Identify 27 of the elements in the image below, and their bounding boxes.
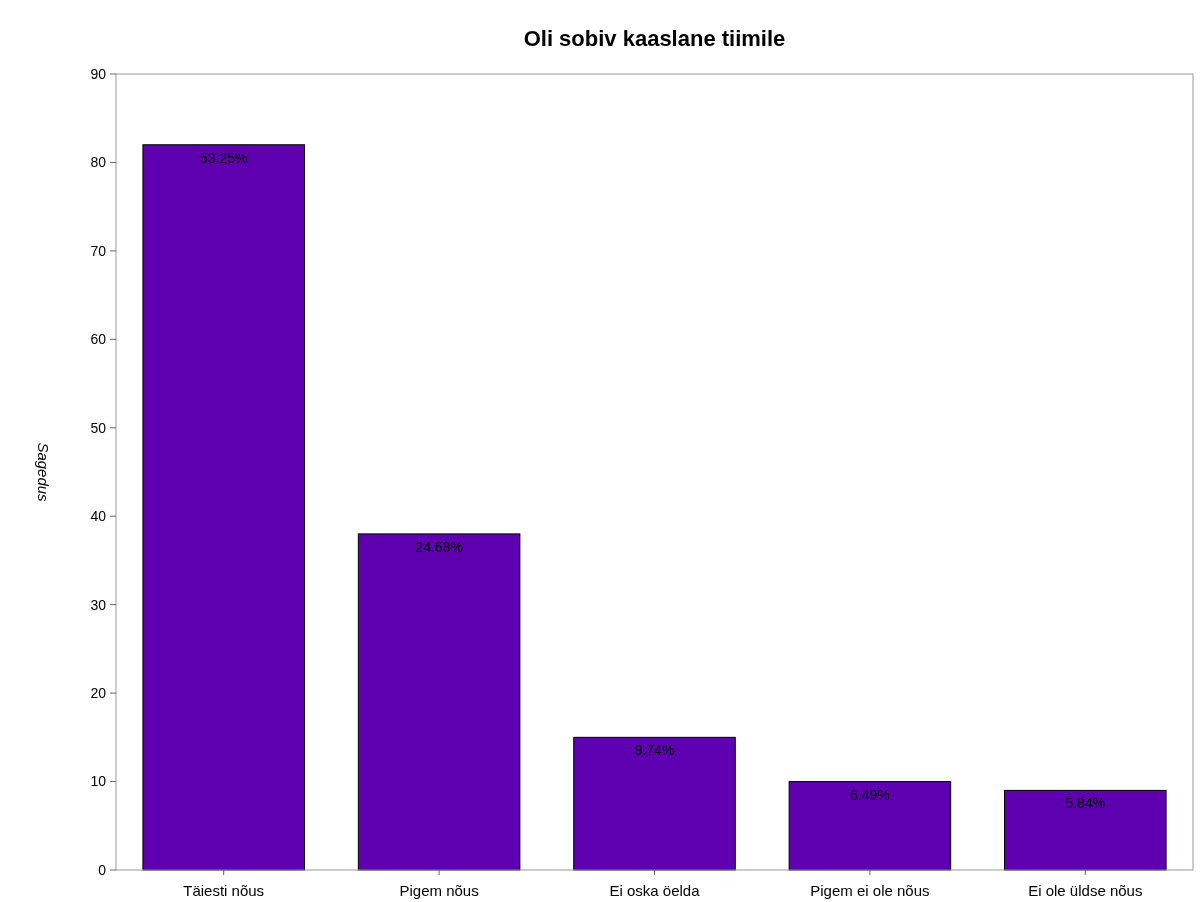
bar	[788, 781, 952, 871]
bar	[573, 736, 736, 871]
annotation: 5.84%	[1065, 795, 1106, 812]
y-tick-label: 10	[90, 773, 107, 790]
y-axis-title: Sagedus	[35, 442, 52, 503]
bar	[142, 144, 305, 871]
x-tick-label: Ei oska öelda	[609, 882, 701, 899]
annotation: 6.49%	[850, 786, 890, 803]
y-tick-label: 40	[90, 508, 107, 525]
annotation: 24.68%	[415, 538, 463, 555]
y-tick-label: 20	[90, 685, 107, 702]
x-tick-label: Ei ole üldse nõus	[1028, 882, 1143, 899]
annotation: 53.25%	[199, 149, 248, 166]
y-tick-label: 0	[98, 861, 107, 878]
y-tick-label: 70	[90, 242, 107, 259]
x-tick-label: Pigem ei ole nõus	[810, 882, 930, 899]
chart-title: Oli sobiv kaaslane tiimile	[523, 26, 786, 51]
x-tick-label: Pigem nõus	[399, 882, 479, 899]
bar	[357, 533, 521, 871]
y-tick-label: 80	[90, 154, 107, 171]
annotation: 9.74%	[634, 742, 675, 759]
y-tick-label: 50	[90, 419, 107, 436]
y-tick-label: 30	[90, 596, 107, 613]
y-tick-label: 60	[90, 331, 107, 348]
x-tick-label: Täiesti nõus	[183, 882, 265, 899]
y-tick-label: 90	[90, 65, 107, 82]
bar	[1004, 789, 1167, 871]
